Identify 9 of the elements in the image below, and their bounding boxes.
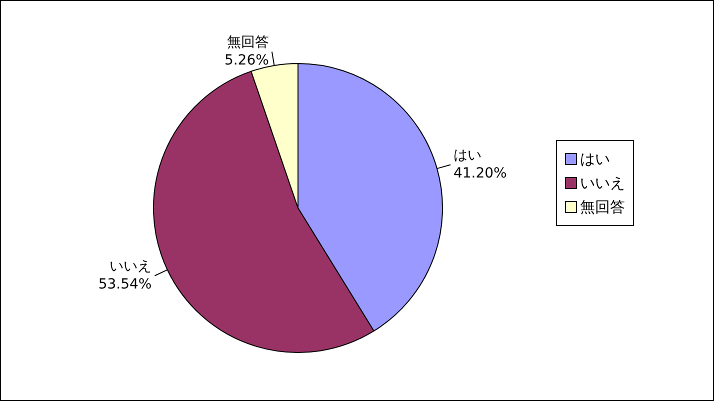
data-label: 41.20% (453, 165, 507, 182)
data-label: 5.26% (224, 52, 269, 68)
slice-label: 無回答 (226, 34, 269, 50)
data-label: 53.54% (98, 276, 152, 292)
legend-label: いいえ (579, 173, 625, 194)
slice-label: いいえ (110, 258, 152, 274)
legend-label: はい (579, 149, 611, 170)
legend-label: 無回答 (579, 197, 625, 218)
slice-label: はい (453, 147, 482, 164)
